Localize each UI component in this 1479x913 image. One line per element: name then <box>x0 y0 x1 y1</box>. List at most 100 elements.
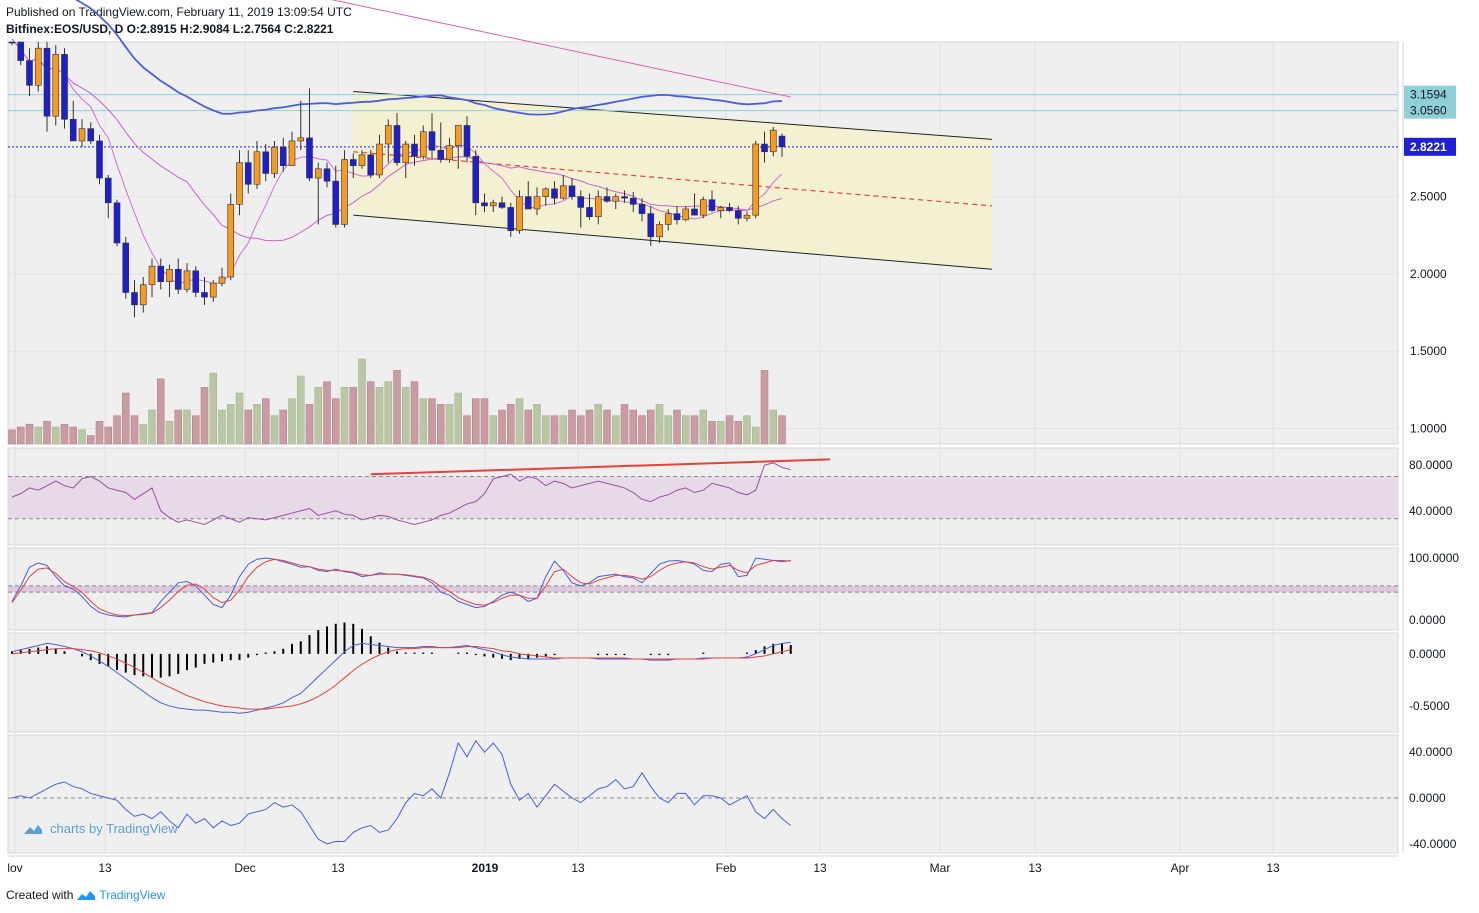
x-tick-label: Mar <box>930 861 951 875</box>
volume-bar <box>743 415 751 445</box>
volume-bar <box>419 398 427 445</box>
candle-body <box>174 268 182 290</box>
candle-body <box>428 131 436 151</box>
candle-body <box>288 140 296 166</box>
volume-bar <box>725 415 734 445</box>
volume-bar <box>542 415 550 445</box>
candle-body <box>61 54 68 120</box>
price-tick-label: 1.5000 <box>1410 344 1447 358</box>
volume-bar <box>148 409 156 445</box>
channel-lower-line <box>353 214 993 270</box>
candle-body <box>78 128 86 142</box>
volume-bar <box>717 421 725 445</box>
volume-bar <box>585 409 594 445</box>
price-tick-label: 1.0000 <box>1410 422 1447 436</box>
candle-body <box>699 199 707 216</box>
candle-body <box>166 268 173 282</box>
candle-body <box>498 202 506 208</box>
macd-line <box>11 641 791 714</box>
candle-body <box>647 213 655 238</box>
osc-tick-label: 0.0000 <box>1409 791 1446 805</box>
volume-bar <box>463 415 471 445</box>
x-tick-label: lov <box>7 861 22 875</box>
candle-body <box>349 159 357 166</box>
pane-bg-macd <box>7 632 1399 733</box>
volume-bar <box>612 415 620 445</box>
stoch-tick-label: 0.0000 <box>1409 613 1446 627</box>
candle-body <box>192 270 200 293</box>
candle-body <box>122 242 130 293</box>
volume-bar <box>769 409 777 445</box>
macd-tick-label: 0.0000 <box>1409 647 1446 661</box>
volume-bar <box>533 404 541 445</box>
volume-bar <box>95 421 104 445</box>
candle-body <box>586 207 593 218</box>
volume-bar <box>760 370 769 445</box>
volume-bar <box>113 415 121 445</box>
oscillator-pane <box>8 739 1398 845</box>
volume-bar <box>647 409 655 445</box>
volume-bar <box>323 381 331 445</box>
macd-tick-label: -0.5000 <box>1409 699 1450 713</box>
x-tick-label: 13 <box>1028 861 1042 875</box>
footer: Created with TradingView <box>6 888 165 902</box>
candle-body <box>463 125 471 157</box>
candle-body <box>472 156 480 204</box>
volume-bar <box>489 415 497 445</box>
volume-bar <box>253 404 261 445</box>
volume-bar <box>375 387 384 445</box>
macd-signal-line <box>11 646 791 710</box>
volume-bar <box>34 426 42 445</box>
tradingview-logo-icon <box>24 824 42 834</box>
candle-body <box>752 143 760 216</box>
candle-body <box>43 47 51 117</box>
volume-bar <box>192 415 200 445</box>
volume-bar <box>332 398 340 445</box>
price-tick-label: 2.5000 <box>1410 190 1447 204</box>
volume-bar <box>664 415 672 445</box>
candle-body <box>271 146 278 174</box>
candle-body <box>358 154 366 166</box>
candle-body <box>524 196 532 210</box>
candle-body <box>8 41 16 44</box>
x-tick-label: 13 <box>331 861 345 875</box>
volume-bar <box>384 381 392 445</box>
rsi-pane <box>8 458 1398 525</box>
volume-bar <box>603 409 611 445</box>
volume-bar <box>629 409 637 445</box>
volume-bar <box>174 409 182 445</box>
volume-bar <box>288 398 296 445</box>
volume-bar <box>445 404 454 445</box>
candle-body <box>297 137 305 142</box>
stoch-d-line <box>11 558 791 617</box>
candle-body <box>323 168 331 182</box>
symbol-ohlc-line: Bitfinex:EOS/USD, D O:2.8915 H:2.9084 L:… <box>6 22 334 36</box>
volume-bar <box>314 387 322 445</box>
candle-body <box>218 276 226 284</box>
macd-pane <box>11 622 792 714</box>
candle-body <box>139 284 147 306</box>
tradingview-link[interactable]: TradingView <box>99 888 166 902</box>
candle-body <box>34 47 42 86</box>
x-tick-label: 2019 <box>472 861 499 875</box>
candle-body <box>69 119 77 142</box>
candle-body <box>446 145 453 160</box>
rsi-tick-label: 80.0000 <box>1409 458 1453 472</box>
candle-body <box>559 185 567 199</box>
osc-tick-label: 40.0000 <box>1409 745 1453 759</box>
candle-body <box>516 196 523 231</box>
watermark: charts by TradingView <box>22 821 178 836</box>
volume-bar <box>8 429 16 445</box>
candle-body <box>507 207 515 231</box>
volume-bar <box>157 378 165 445</box>
x-tick-label: Apr <box>1171 861 1190 875</box>
created-with-text: Created with <box>6 888 74 902</box>
candle-body <box>533 196 541 210</box>
price-pane <box>8 0 1398 445</box>
candle-body <box>306 137 313 179</box>
volume-bar <box>778 415 786 445</box>
volume-bar <box>393 370 401 445</box>
volume-bar <box>437 404 445 445</box>
published-line: Published on TradingView.com, February 1… <box>6 5 352 19</box>
